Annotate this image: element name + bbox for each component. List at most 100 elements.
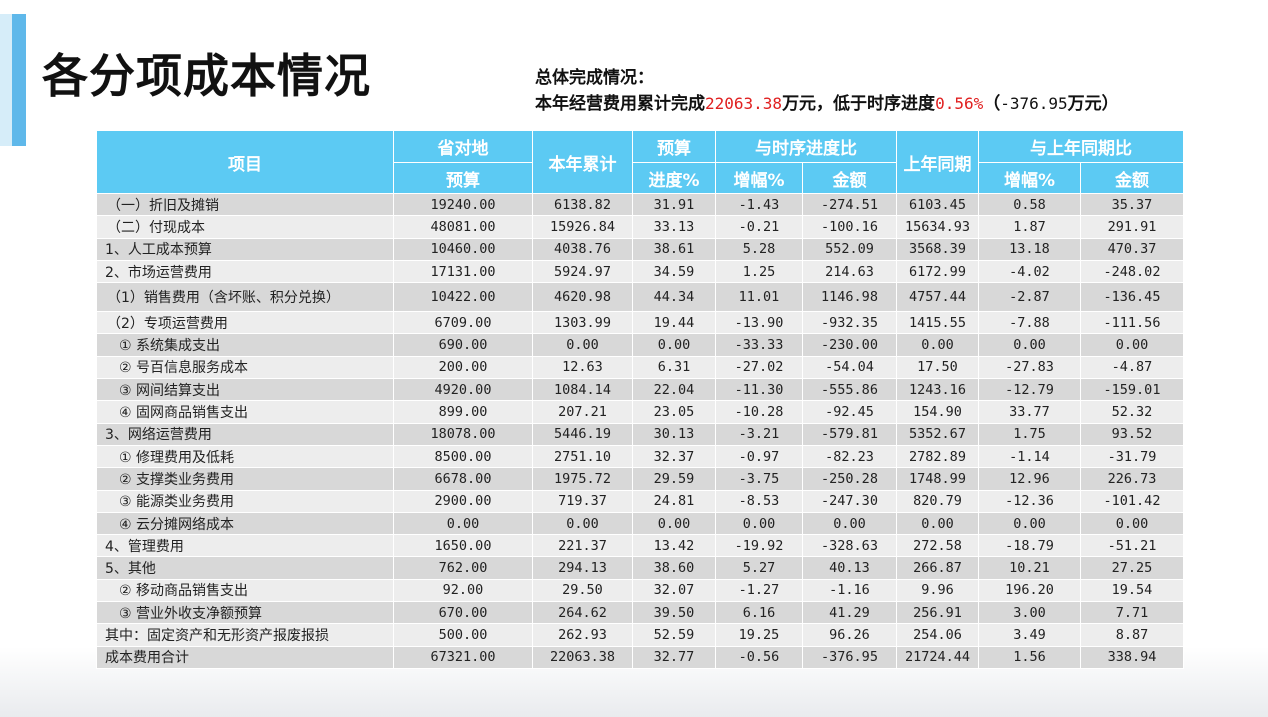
cell-budget-progress: 33.13 xyxy=(632,215,716,239)
cell-budget-progress: 30.13 xyxy=(632,422,716,446)
cell-item: ② 号百信息服务成本 xyxy=(96,355,394,380)
cell-budget-progress: 19.44 xyxy=(632,311,716,335)
cell-item: 5、其他 xyxy=(96,556,394,580)
cell-ytd: 5446.19 xyxy=(532,422,633,446)
table-row: ③ 营业外收支净额预算 670.00 264.62 39.50 6.16 41.29 256… xyxy=(96,601,1184,625)
cell-yoy-inc: 10.21 xyxy=(978,556,1081,580)
cell-timing-amt: -250.28 xyxy=(802,467,897,491)
cell-yoy-inc: -1.14 xyxy=(978,444,1081,469)
cell-item: 其中：固定资产和无形资产报废报损 xyxy=(96,623,394,647)
cell-timing-inc: 5.28 xyxy=(715,237,803,261)
cell-ytd: 6138.82 xyxy=(532,192,633,217)
cell-yoy-amt: 35.37 xyxy=(1080,192,1184,217)
table-row: ① 修理费用及低耗 8500.00 2751.10 32.37 -0.97 -82.23 2… xyxy=(96,444,1184,469)
cell-timing-amt: 41.29 xyxy=(802,601,897,625)
cell-budget-progress: 0.00 xyxy=(632,511,716,536)
cell-yoy-amt: 338.94 xyxy=(1080,645,1184,669)
cell-last-year: 820.79 xyxy=(896,489,979,513)
header-province-sub: 预算 xyxy=(393,162,533,194)
summary-timing-pct: 0.56% xyxy=(935,94,984,113)
cell-yoy-inc: 3.00 xyxy=(978,601,1081,625)
cell-yoy-amt: 291.91 xyxy=(1080,215,1184,239)
header-budget-sub: 进度% xyxy=(632,162,716,194)
cell-timing-inc: -3.21 xyxy=(715,422,803,446)
cell-ytd: 294.13 xyxy=(532,556,633,580)
cell-timing-amt: 96.26 xyxy=(802,623,897,647)
cell-yoy-amt: 27.25 xyxy=(1080,556,1184,580)
summary-paren-close: 万元） xyxy=(1067,94,1119,114)
cell-last-year: 9.96 xyxy=(896,578,979,603)
table-row: 5、其他 762.00 294.13 38.60 5.27 40.13 266.87 10.2… xyxy=(96,556,1184,580)
cell-timing-amt: -274.51 xyxy=(802,192,897,217)
cell-timing-inc: -1.27 xyxy=(715,578,803,603)
cell-timing-amt: -82.23 xyxy=(802,444,897,469)
cell-item: 2、市场运营费用 xyxy=(96,259,394,284)
cell-timing-inc: -8.53 xyxy=(715,489,803,513)
cell-ytd: 1303.99 xyxy=(532,311,633,335)
cell-yoy-inc: -27.83 xyxy=(978,355,1081,380)
cell-timing-amt: -247.30 xyxy=(802,489,897,513)
cell-yoy-amt: -136.45 xyxy=(1080,282,1184,313)
cell-item: ④ 固网商品销售支出 xyxy=(96,400,394,424)
cell-yoy-amt: -4.87 xyxy=(1080,355,1184,380)
cell-timing-inc: -3.75 xyxy=(715,467,803,491)
cell-ytd: 1975.72 xyxy=(532,467,633,491)
cell-last-year: 3568.39 xyxy=(896,237,979,261)
cell-last-year: 272.58 xyxy=(896,534,979,558)
cell-ytd: 5924.97 xyxy=(532,259,633,284)
cell-timing-inc: -0.56 xyxy=(715,645,803,669)
cell-yoy-inc: 0.58 xyxy=(978,192,1081,217)
cell-timing-amt: -328.63 xyxy=(802,534,897,558)
cell-yoy-amt: 7.71 xyxy=(1080,601,1184,625)
cell-yoy-inc: -12.36 xyxy=(978,489,1081,513)
cell-item: （二）付现成本 xyxy=(96,215,394,239)
cell-item: ③ 营业外收支净额预算 xyxy=(96,601,394,625)
page-title: 各分项成本情况 xyxy=(42,49,371,103)
cell-yoy-inc: 0.00 xyxy=(978,511,1081,536)
table-row: 成本费用合计 67321.00 22063.38 32.77 -0.56 -376.95 2… xyxy=(96,645,1184,669)
cell-budget-progress: 0.00 xyxy=(632,333,716,357)
cell-province-budget: 2900.00 xyxy=(393,489,533,513)
cell-item: 4、管理费用 xyxy=(96,534,394,558)
cell-yoy-inc: 196.20 xyxy=(978,578,1081,603)
table-row: ② 支撑类业务费用 6678.00 1975.72 29.59 -3.75 -250.28… xyxy=(96,467,1184,491)
header-ytd: 本年累计 xyxy=(532,130,633,194)
cell-last-year: 17.50 xyxy=(896,355,979,380)
summary-detail: 本年经营费用累计完成22063.38万元，低于时序进度0.56%（-376.95… xyxy=(535,91,1119,117)
cell-last-year: 2782.89 xyxy=(896,444,979,469)
summary-block: 总体完成情况： 本年经营费用累计完成22063.38万元，低于时序进度0.56%… xyxy=(535,66,1119,117)
cell-timing-inc: -19.92 xyxy=(715,534,803,558)
cell-last-year: 15634.93 xyxy=(896,215,979,239)
table-row: 1、人工成本预算 10460.00 4038.76 38.61 5.28 552.09 35… xyxy=(96,237,1184,261)
cell-timing-inc: 1.25 xyxy=(715,259,803,284)
cell-timing-inc: 6.16 xyxy=(715,601,803,625)
cell-budget-progress: 31.91 xyxy=(632,192,716,217)
cell-item: ① 修理费用及低耗 xyxy=(96,444,394,469)
table-row: ④ 云分摊网络成本 0.00 0.00 0.00 0.00 0.00 0.00 0.00 0.0… xyxy=(96,511,1184,536)
header-province: 省对地 xyxy=(393,130,533,163)
cell-yoy-inc: -18.79 xyxy=(978,534,1081,558)
cell-timing-inc: 11.01 xyxy=(715,282,803,313)
table-row: 4、管理费用 1650.00 221.37 13.42 -19.92 -328.63 272… xyxy=(96,534,1184,558)
table-row: ① 系统集成支出 690.00 0.00 0.00 -33.33 -230.00 0.00 0… xyxy=(96,333,1184,357)
cell-last-year: 5352.67 xyxy=(896,422,979,446)
cell-ytd: 29.50 xyxy=(532,578,633,603)
cell-budget-progress: 32.77 xyxy=(632,645,716,669)
cell-item: 1、人工成本预算 xyxy=(96,237,394,261)
cell-ytd: 1084.14 xyxy=(532,378,633,402)
cell-budget-progress: 32.37 xyxy=(632,444,716,469)
cell-timing-amt: -1.16 xyxy=(802,578,897,603)
cell-last-year: 6103.45 xyxy=(896,192,979,217)
cell-item: 成本费用合计 xyxy=(96,645,394,669)
cell-province-budget: 48081.00 xyxy=(393,215,533,239)
summary-paren-open: （ xyxy=(983,94,1001,114)
cell-ytd: 0.00 xyxy=(532,333,633,357)
cell-yoy-inc: 33.77 xyxy=(978,400,1081,424)
cell-ytd: 262.93 xyxy=(532,623,633,647)
cell-ytd: 12.63 xyxy=(532,355,633,380)
cell-last-year: 1748.99 xyxy=(896,467,979,491)
cell-province-budget: 6678.00 xyxy=(393,467,533,491)
cell-timing-amt: -555.86 xyxy=(802,378,897,402)
cell-yoy-amt: 8.87 xyxy=(1080,623,1184,647)
cell-yoy-amt: -101.42 xyxy=(1080,489,1184,513)
